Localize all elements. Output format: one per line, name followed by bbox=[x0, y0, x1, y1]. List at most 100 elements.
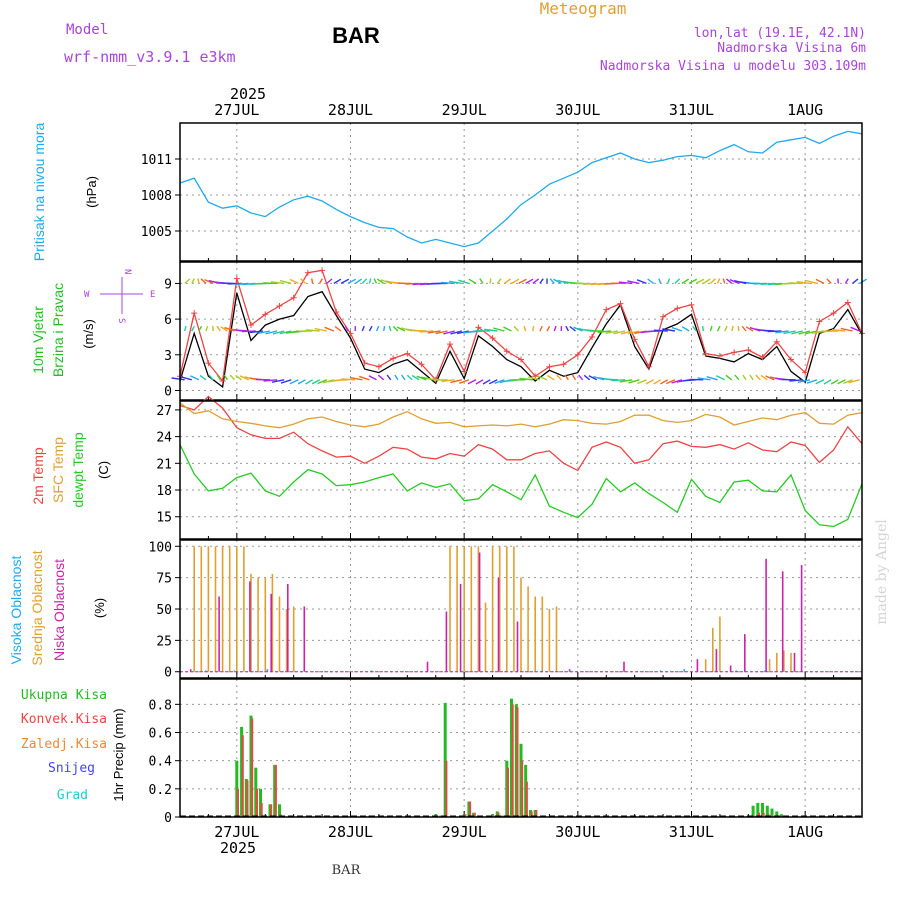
gust-marker bbox=[773, 338, 780, 345]
wind-arrow bbox=[789, 379, 803, 382]
wind-arrow bbox=[660, 379, 669, 385]
gust-marker bbox=[333, 308, 340, 315]
wind-arrow bbox=[297, 379, 306, 385]
y-tick-label: 27 bbox=[156, 404, 172, 419]
wind-arrow bbox=[511, 278, 520, 285]
gust-marker bbox=[390, 355, 397, 362]
wind-arrow bbox=[532, 325, 535, 332]
gust-marker bbox=[546, 363, 553, 370]
wind-arrow bbox=[688, 278, 698, 285]
wind-arrow bbox=[171, 377, 185, 381]
gust-marker bbox=[603, 306, 610, 313]
temp-ylabel-3: dewpt Temp bbox=[70, 432, 86, 507]
gust-marker bbox=[574, 351, 581, 358]
wind-arrow bbox=[525, 278, 534, 285]
gust-marker bbox=[631, 336, 638, 343]
precip-bar bbox=[240, 726, 244, 817]
wind-arrow bbox=[229, 374, 236, 381]
wind-arrow bbox=[619, 379, 633, 383]
wind-arrow bbox=[361, 278, 368, 284]
precip-bar bbox=[251, 718, 254, 817]
pressure-yunit: (hPa) bbox=[84, 176, 99, 208]
precip-bar bbox=[445, 760, 448, 817]
wind-arrow bbox=[368, 325, 373, 332]
wind-arrow bbox=[368, 278, 372, 284]
wind-arrow bbox=[571, 374, 577, 381]
wind-arrow bbox=[843, 379, 853, 385]
wind-arrow bbox=[537, 375, 548, 381]
wind-arrow bbox=[681, 278, 690, 284]
gust-marker bbox=[461, 368, 468, 375]
wind-arrow bbox=[263, 379, 278, 382]
y-tick-label: 1011 bbox=[141, 153, 172, 168]
wind-arrow bbox=[647, 278, 655, 284]
compass-east: E bbox=[150, 290, 155, 300]
wind-arrow bbox=[368, 375, 377, 381]
bottom-x-tick-label: 27JUL bbox=[214, 823, 259, 841]
wind-arrow bbox=[796, 281, 810, 285]
y-tick-label: 18 bbox=[156, 484, 172, 499]
wind-arrow bbox=[605, 330, 619, 334]
precip-yunit: 1hr Precip (mm) bbox=[111, 708, 126, 801]
precip-bar bbox=[516, 707, 519, 817]
station-title: BAR bbox=[332, 23, 380, 48]
wind-arrow bbox=[627, 330, 640, 335]
wind-arrow bbox=[706, 376, 718, 381]
wind-arrow bbox=[767, 330, 782, 333]
wind-panel: 0 3 6 9 bbox=[164, 261, 868, 401]
wind-arrow bbox=[216, 325, 221, 332]
wind-arrow bbox=[204, 278, 214, 285]
legend-snijeg: Snijeg bbox=[48, 761, 95, 776]
gust-marker bbox=[347, 330, 354, 337]
wind-arrow bbox=[611, 379, 626, 382]
wind-arrow bbox=[823, 379, 832, 385]
wind-arrow bbox=[427, 330, 441, 334]
series-line-sfc-temp bbox=[179, 402, 863, 429]
precip-bar bbox=[278, 804, 281, 817]
wind-arrow bbox=[377, 374, 385, 381]
y-tick-label: 15 bbox=[156, 511, 172, 526]
gust-marker bbox=[589, 333, 596, 340]
y-tick-label: 1005 bbox=[141, 225, 172, 240]
y-tick-label: 0.4 bbox=[149, 755, 173, 770]
wind-arrow bbox=[805, 330, 818, 335]
wind-arrow bbox=[662, 328, 676, 332]
wind-arrow bbox=[200, 278, 207, 284]
top-x-tick-labels: 27JUL 28JUL 29JUL 30JUL 31JUL 1AUG bbox=[214, 101, 823, 119]
y-tick-label: 0.8 bbox=[149, 698, 172, 713]
wind-arrow bbox=[546, 325, 551, 332]
wind-arrow bbox=[184, 325, 187, 332]
cloud-ylabel-3: Niska Oblacnost bbox=[51, 559, 67, 661]
wind-arrow bbox=[547, 374, 555, 381]
wind-arrow bbox=[249, 330, 263, 334]
gust-marker bbox=[745, 347, 752, 354]
wind-arrow bbox=[737, 326, 740, 332]
precip-bar bbox=[274, 764, 277, 817]
precip-bar bbox=[495, 811, 499, 817]
precip-bar bbox=[535, 810, 538, 817]
wind-arrow bbox=[354, 278, 362, 284]
altitude-text: Nadmorska Visina 6m bbox=[717, 41, 866, 56]
wind-arrow bbox=[223, 374, 228, 381]
precip-bar bbox=[472, 812, 476, 817]
wind-arrow bbox=[375, 325, 380, 332]
wind-arrow bbox=[549, 278, 555, 284]
precipitation-panel: 0 0.2 0.4 0.6 0.8 bbox=[149, 678, 863, 826]
bottom-x-tick-label: 29JUL bbox=[442, 823, 487, 841]
wind-arrow bbox=[564, 374, 569, 381]
wind-arrow bbox=[749, 374, 754, 381]
precip-bar bbox=[758, 812, 760, 817]
precip-bar bbox=[443, 702, 447, 817]
wind-arrow bbox=[257, 330, 271, 335]
legend-konvek: Konvek.Kisa bbox=[21, 712, 107, 727]
wind-arrow bbox=[305, 379, 313, 385]
series-line-dewpt-temp bbox=[179, 444, 863, 528]
wind-arrow bbox=[716, 278, 721, 284]
precip-bar bbox=[533, 810, 537, 817]
wind-arrow bbox=[697, 377, 711, 381]
precip-bar bbox=[469, 801, 472, 817]
wind-arrow bbox=[488, 379, 498, 385]
wind-arrow bbox=[578, 374, 584, 381]
gust-marker bbox=[617, 300, 624, 307]
